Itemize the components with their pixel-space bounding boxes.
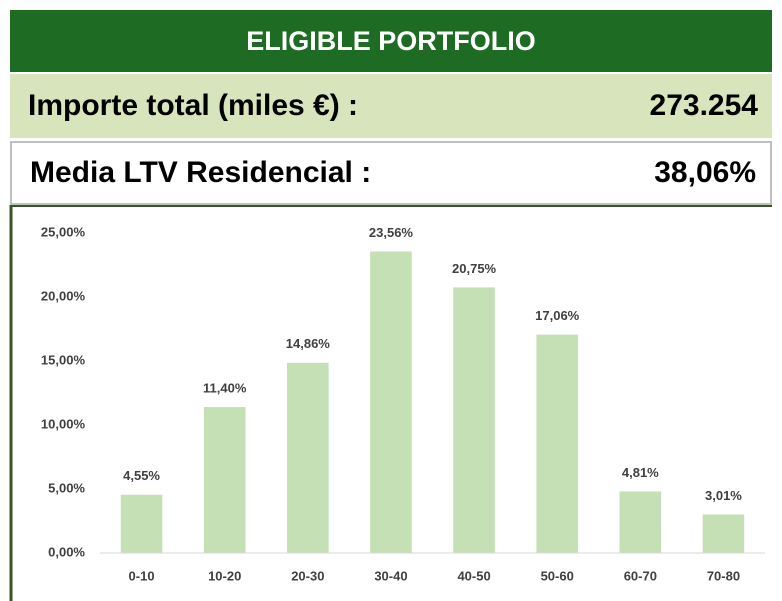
x-tick-label: 70-80 (707, 568, 740, 583)
y-tick-label: 5,00% (48, 480, 85, 495)
y-tick-label: 25,00% (41, 224, 86, 239)
bar (702, 514, 745, 553)
x-tick-label: 60-70 (624, 568, 657, 583)
data-label: 4,81% (622, 465, 659, 480)
summary-value: 38,06% (654, 156, 756, 189)
summary-label: Media LTV Residencial : (30, 156, 372, 189)
summary-row: Media LTV Residencial : 38,06% (10, 141, 772, 205)
title: ELIGIBLE PORTFOLIO (10, 10, 772, 72)
bar (287, 362, 329, 553)
bar (120, 494, 163, 553)
bar (536, 334, 578, 553)
x-tick-label: 40-50 (457, 568, 490, 583)
x-tick-label: 20-30 (291, 568, 324, 583)
bar (619, 491, 662, 553)
x-tick-label: 10-20 (208, 568, 241, 583)
y-tick-label: 10,00% (41, 416, 86, 431)
x-tick-label: 30-40 (374, 568, 407, 583)
y-tick-label: 0,00% (48, 544, 85, 559)
bar (370, 251, 412, 553)
data-label: 14,86% (286, 336, 331, 351)
data-label: 20,75% (452, 261, 497, 276)
summary-label: Importe total (miles €) : (28, 89, 359, 122)
chart: 0,00% 5,00% 10,00% 15,00% 20,00% 25,00% 0-10 4,… (9, 205, 772, 601)
data-label: 23,56% (369, 225, 414, 240)
x-tick-label: 50-60 (541, 568, 574, 583)
summary-value: 273.254 (649, 89, 758, 122)
data-label: 3,01% (705, 488, 742, 503)
bar (453, 287, 495, 553)
data-label: 4,55% (123, 468, 160, 483)
x-tick-label: 0-10 (129, 568, 155, 583)
summary-row: Importe total (miles €) : 273.254 (10, 74, 772, 138)
bar (203, 407, 246, 553)
y-tick-label: 15,00% (41, 352, 86, 367)
data-label: 17,06% (535, 308, 580, 323)
data-label: 11,40% (203, 381, 247, 396)
y-tick-label: 20,00% (41, 288, 86, 303)
